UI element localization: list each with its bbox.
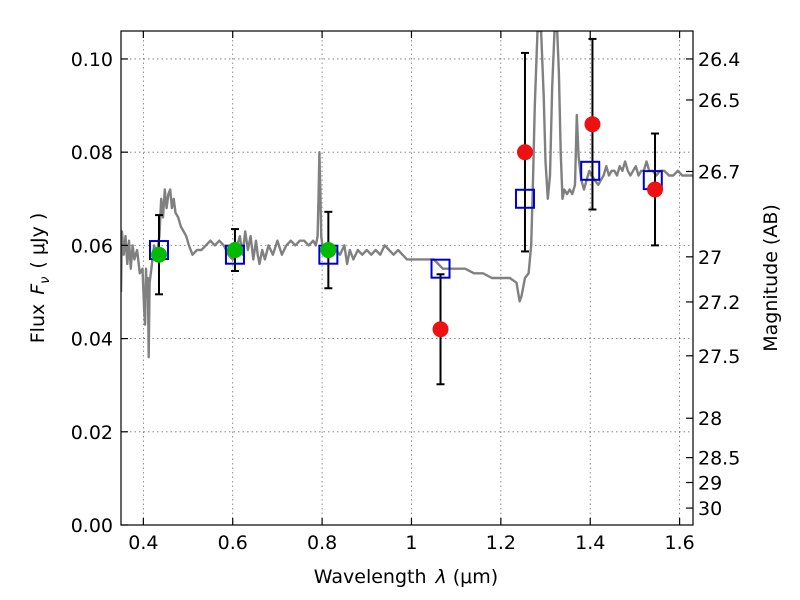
y-axis-label-symbol: F — [27, 283, 49, 295]
y-axis-label-subscript: ν — [38, 277, 53, 284]
model-spectrum-line — [121, 31, 693, 359]
square-layer — [148, 160, 663, 279]
y-tick-label: 0.02 — [71, 422, 113, 444]
point-layer — [150, 116, 664, 338]
observed-photometry-point — [226, 242, 243, 259]
magnitude-tick-label: 27.2 — [698, 292, 740, 314]
y-tick-label: 0.00 — [71, 515, 113, 537]
plot-frame — [120, 30, 694, 526]
x-axis-label: Wavelength λ (μm) — [314, 566, 498, 588]
observed-photometry-point — [647, 181, 664, 198]
model-photometry-square — [430, 258, 451, 279]
x-tick-label: 0.8 — [307, 532, 337, 554]
x-tick-label: 0.6 — [218, 532, 248, 554]
observed-photometry-point — [584, 116, 601, 133]
magnitude-axis-label: Magnitude (AB) — [760, 204, 782, 352]
magnitude-tick-label: 28 — [698, 408, 722, 430]
model-photometry-square — [580, 160, 601, 181]
y-axis-label: Flux Fν ( μJy ) — [27, 213, 53, 344]
magnitude-tick-label: 29 — [698, 472, 722, 494]
y-tick-label: 0.06 — [71, 235, 113, 257]
magnitude-tick-label: 27 — [698, 247, 722, 269]
x-axis-label-symbol: λ — [435, 566, 447, 588]
x-tick-label: 1.6 — [664, 532, 694, 554]
x-tick-label: 1 — [405, 532, 417, 554]
x-tick-label: 1.4 — [575, 532, 605, 554]
y-axis-ticks: 0.00 0.02 0.04 0.06 0.08 0.10 — [71, 49, 128, 537]
errorbar-layer — [154, 37, 660, 386]
magnitude-tick-label: 26.4 — [698, 49, 740, 71]
model-layer — [121, 31, 693, 359]
x-tick-label: 1.2 — [486, 532, 516, 554]
x-axis-ticks: 0.4 0.6 0.8 1 1.2 1.4 1.6 — [128, 31, 695, 554]
y-tick-label: 0.04 — [71, 329, 113, 351]
magnitude-tick-label: 30 — [698, 498, 722, 520]
magnitude-tick-label: 26.7 — [698, 161, 740, 183]
x-axis-label-text: Wavelength — [314, 566, 427, 588]
y-tick-label: 0.08 — [71, 142, 113, 164]
magnitude-tick-label: 26.5 — [698, 90, 740, 112]
y-tick-label: 0.10 — [71, 49, 113, 71]
magnitude-axis-ticks: 26.4 26.5 26.7 27 27.2 27.5 28 28.529 30 — [686, 49, 740, 520]
model-photometry-square — [514, 188, 535, 209]
x-tick-label: 0.4 — [128, 532, 158, 554]
observed-photometry-point — [150, 246, 167, 263]
observed-photometry-point — [516, 144, 533, 161]
observed-photometry-point — [432, 321, 449, 338]
grid-layer — [121, 31, 693, 526]
magnitude-tick-label: 28.5 — [698, 448, 740, 470]
x-axis-label-unit: (μm) — [453, 566, 498, 588]
y-axis-label-text: Flux — [27, 304, 49, 344]
magnitude-tick-label: 27.5 — [698, 346, 740, 368]
y-axis-label-unit: ( μJy ) — [27, 213, 49, 269]
observed-photometry-point — [320, 242, 337, 259]
